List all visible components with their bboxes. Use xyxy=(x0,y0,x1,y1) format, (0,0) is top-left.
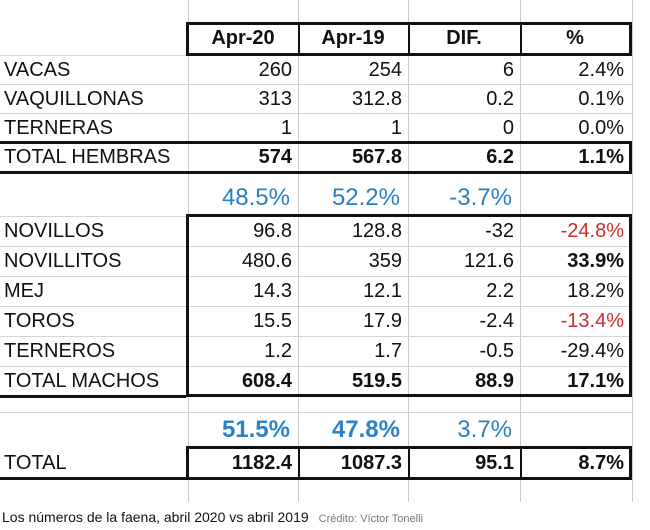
cell-toros-apr19: 17.9 xyxy=(363,310,402,332)
row-label-mej: MEJ xyxy=(4,280,44,302)
row-label-total-hembras: TOTAL HEMBRAS xyxy=(4,146,171,168)
cell-terneros-apr19: 1.7 xyxy=(374,340,402,362)
share-machos-dif: 3.7% xyxy=(457,416,512,443)
header-divider xyxy=(408,22,410,56)
cell-vaquillonas-dif: 0.2 xyxy=(486,88,514,110)
header-dif: DIF. xyxy=(446,27,482,49)
cell-vacas-apr20: 260 xyxy=(258,59,292,81)
image-caption: Los números de la faena, abril 2020 vs a… xyxy=(2,507,423,527)
total-divider xyxy=(408,446,410,480)
header-apr20: Apr-20 xyxy=(211,27,275,49)
grid-line xyxy=(520,0,521,502)
cell-toros-apr20: 15.5 xyxy=(253,310,292,332)
cell-terneras-pct: 0.0% xyxy=(578,117,624,139)
cell-vacas-apr19: 254 xyxy=(368,59,402,81)
cell-novillos-dif: -32 xyxy=(485,220,514,242)
cell-total-machos-dif: 88.9 xyxy=(475,370,514,392)
grid-line xyxy=(0,84,650,85)
row-label-toros: TOROS xyxy=(4,310,75,332)
cell-novillitos-apr19: 359 xyxy=(368,250,402,272)
cell-vacas-pct: 2.4% xyxy=(578,59,624,81)
total-machos-underline xyxy=(0,395,186,398)
cell-novillitos-dif: 121.6 xyxy=(463,250,514,272)
row-label-total: TOTAL xyxy=(4,452,67,474)
grid-line xyxy=(0,246,650,247)
share-hembras-dif: -3.7% xyxy=(449,184,512,211)
header-divider xyxy=(520,22,522,56)
grid-line xyxy=(408,0,409,502)
cell-terneros-apr20: 1.2 xyxy=(264,340,292,362)
row-label-vacas: VACAS xyxy=(4,59,71,81)
cell-total-dif: 95.1 xyxy=(475,452,514,474)
cell-terneros-pct: -29.4% xyxy=(560,340,624,362)
share-hembras-apr20: 48.5% xyxy=(221,184,290,211)
cell-total-apr20: 1182.4 xyxy=(231,452,292,474)
cell-mej-apr20: 14.3 xyxy=(253,280,292,302)
header-divider xyxy=(298,22,300,56)
cell-vacas-dif: 6 xyxy=(502,59,514,81)
caption-text: Los números de la faena, abril 2020 vs a… xyxy=(2,509,309,525)
total-underline xyxy=(0,477,186,480)
share-machos-apr20: 51.5% xyxy=(221,416,290,443)
cell-total-machos-apr19: 519.5 xyxy=(351,370,402,392)
grid-line xyxy=(298,0,299,502)
cell-vaquillonas-apr20: 313 xyxy=(258,88,292,110)
row-label-novillos: NOVILLOS xyxy=(4,220,105,242)
cell-total-hembras-dif: 6.2 xyxy=(486,146,514,168)
cell-toros-pct: -13.4% xyxy=(560,310,624,332)
cell-mej-apr19: 12.1 xyxy=(363,280,402,302)
cell-novillos-apr20: 96.8 xyxy=(253,220,292,242)
cell-total-machos-apr20: 608.4 xyxy=(241,370,292,392)
cell-total-hembras-apr20: 574 xyxy=(258,146,292,168)
spreadsheet: Apr-20 Apr-19 DIF. % VACAS 260 254 6 2.4… xyxy=(0,0,650,502)
share-machos-apr19: 47.8% xyxy=(331,416,400,443)
row-label-vaquillonas: VAQUILLONAS xyxy=(4,88,144,110)
total-divider xyxy=(520,446,522,480)
cell-mej-dif: 2.2 xyxy=(486,280,514,302)
header-apr19: Apr-19 xyxy=(321,27,385,49)
grid-line xyxy=(0,306,650,307)
grid-line xyxy=(0,276,650,277)
grid-line xyxy=(0,412,650,413)
row-label-total-machos: TOTAL MACHOS xyxy=(4,370,160,392)
cell-total-pct: 8.7% xyxy=(578,452,624,474)
cell-toros-dif: -2.4 xyxy=(479,310,514,332)
grid-line xyxy=(0,113,650,114)
cell-novillitos-apr20: 480.6 xyxy=(241,250,292,272)
cell-mej-pct: 18.2% xyxy=(567,280,624,302)
cell-novillos-apr19: 128.8 xyxy=(351,220,402,242)
cell-vaquillonas-apr19: 312.8 xyxy=(351,88,402,110)
cell-terneros-dif: -0.5 xyxy=(479,340,514,362)
total-divider xyxy=(298,446,300,480)
cell-total-apr19: 1087.3 xyxy=(340,452,402,474)
cell-novillitos-pct: 33.9% xyxy=(567,250,624,272)
cell-vaquillonas-pct: 0.1% xyxy=(578,88,624,110)
cell-novillos-pct: -24.8% xyxy=(560,220,624,242)
cell-total-machos-pct: 17.1% xyxy=(567,370,624,392)
cell-total-hembras-pct: 1.1% xyxy=(578,146,624,168)
grid-line xyxy=(0,366,650,367)
cell-total-hembras-apr19: 567.8 xyxy=(351,146,402,168)
row-label-terneros: TERNEROS xyxy=(4,340,116,362)
cell-terneras-apr19: 1 xyxy=(390,117,402,139)
row-label-terneras: TERNERAS xyxy=(4,117,113,139)
header-pct: % xyxy=(566,27,584,49)
cell-terneras-dif: 0 xyxy=(502,117,514,139)
cell-terneras-apr20: 1 xyxy=(280,117,292,139)
grid-line xyxy=(0,336,650,337)
row-label-novillitos: NOVILLITOS xyxy=(4,250,122,272)
sheet-edge xyxy=(632,0,650,502)
caption-credit: Crédito: Víctor Tonelli xyxy=(318,513,423,525)
share-hembras-apr19: 52.2% xyxy=(331,184,400,211)
